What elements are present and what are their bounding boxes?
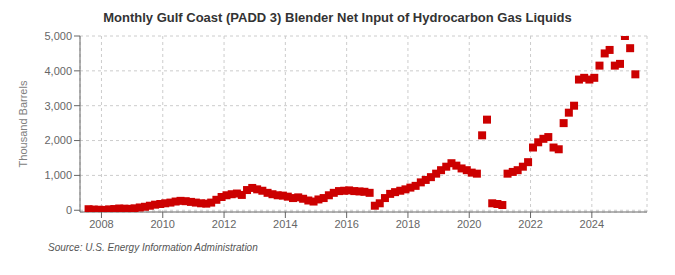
svg-text:2014: 2014 [273,218,297,230]
svg-text:2024: 2024 [580,218,604,230]
svg-text:2012: 2012 [212,218,236,230]
svg-text:5,000: 5,000 [44,30,72,42]
svg-text:2022: 2022 [518,218,542,230]
html-text:Source: U.S. Energy Informatio: Source: U.S. Energy Information Administ… [48,242,258,253]
svg-text:2,000: 2,000 [44,134,72,146]
svg-text:0: 0 [66,204,72,216]
svg-text:1,000: 1,000 [44,169,72,181]
html-text:Monthly Gulf Coast (PADD 3) Bl: Monthly Gulf Coast (PADD 3) Blender Net … [103,10,572,25]
svg-text:2010: 2010 [151,218,175,230]
svg-text:2020: 2020 [457,218,481,230]
svg-text:2016: 2016 [334,218,358,230]
svg-text:4,000: 4,000 [44,65,72,77]
svg-text:3,000: 3,000 [44,100,72,112]
svg-text:Thousand Barrels: Thousand Barrels [17,80,29,167]
svg-text:2008: 2008 [89,218,113,230]
svg-text:2018: 2018 [396,218,420,230]
